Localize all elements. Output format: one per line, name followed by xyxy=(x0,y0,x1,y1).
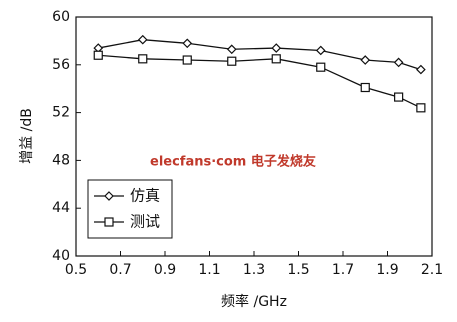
square-marker xyxy=(271,54,281,64)
watermark: elecfans·com 电子发烧友 xyxy=(150,154,316,170)
square-marker xyxy=(93,50,103,60)
square-marker xyxy=(104,217,114,227)
x-tick-label: 1.5 xyxy=(287,262,309,278)
legend-box xyxy=(87,179,173,239)
x-tick-label: 0.5 xyxy=(65,262,87,278)
y-tick-label: 44 xyxy=(52,200,70,216)
y-axis-label: 增益 /dB xyxy=(19,108,35,164)
x-tick-label: 1.7 xyxy=(332,262,354,278)
square-marker xyxy=(360,82,370,93)
x-tick-label: 1.1 xyxy=(198,262,220,278)
x-tick-label: 1.9 xyxy=(376,262,398,278)
x-tick-label: 0.7 xyxy=(109,262,131,278)
square-marker xyxy=(394,92,404,102)
diamond-marker xyxy=(416,64,426,75)
legend-label: 仿真 xyxy=(130,187,160,205)
y-tick-label: 48 xyxy=(52,152,70,168)
diamond-marker xyxy=(360,55,371,65)
square-marker xyxy=(227,56,237,66)
x-axis-label: 频率 /GHz xyxy=(221,293,287,310)
diamond-marker xyxy=(226,44,237,55)
y-tick-label: 52 xyxy=(52,105,70,121)
x-tick-label: 1.3 xyxy=(243,262,265,278)
diamond-marker xyxy=(315,45,326,56)
y-tick-label: 60 xyxy=(52,9,70,25)
legend-label: 测试 xyxy=(130,213,160,231)
diamond-marker xyxy=(393,57,404,68)
x-tick-label: 0.9 xyxy=(154,262,176,278)
y-tick-label: 56 xyxy=(52,57,70,73)
y-tick-label: 40 xyxy=(52,248,70,264)
diamond-marker xyxy=(182,38,193,49)
square-marker xyxy=(138,54,148,64)
diamond-marker xyxy=(137,34,148,45)
square-marker xyxy=(316,62,326,72)
square-marker xyxy=(416,103,426,113)
x-tick-label: 2.1 xyxy=(421,262,443,278)
diamond-marker xyxy=(271,43,282,53)
square-marker xyxy=(182,55,192,65)
diamond-marker xyxy=(104,191,114,201)
